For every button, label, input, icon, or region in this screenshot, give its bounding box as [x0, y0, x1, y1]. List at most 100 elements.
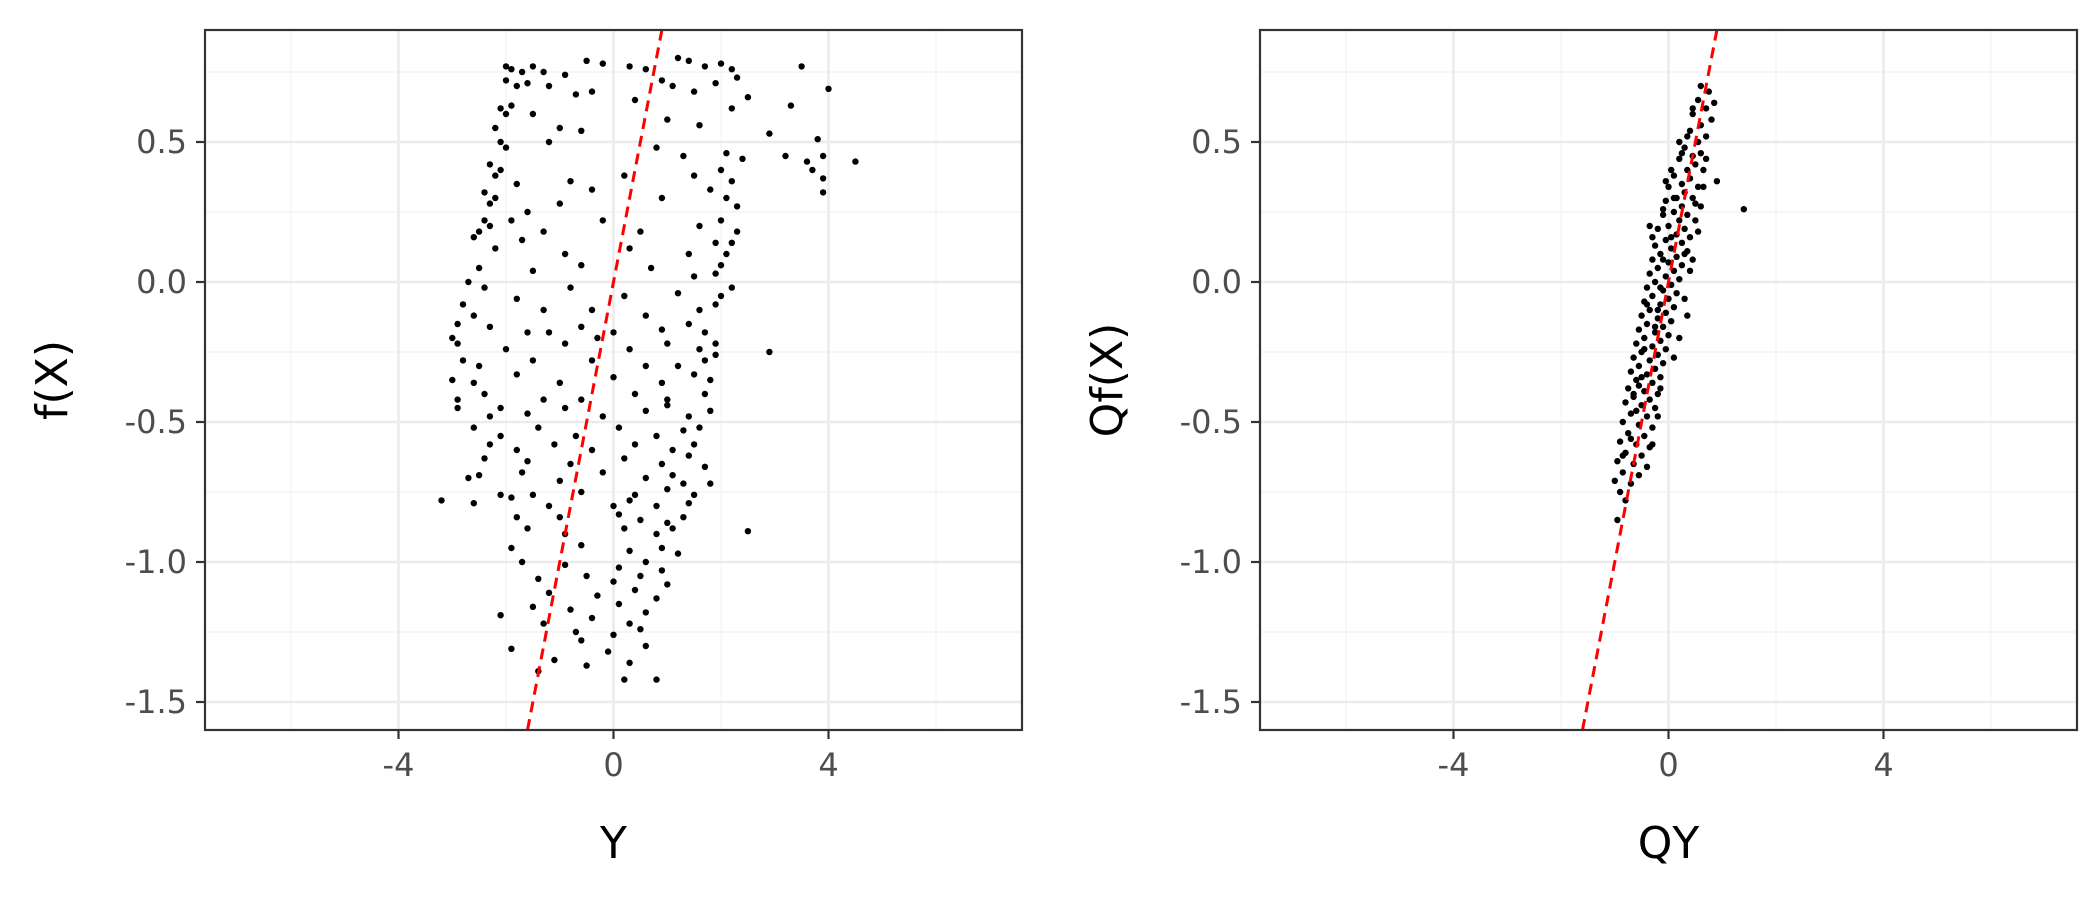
data-point: [621, 676, 628, 683]
data-point: [1616, 488, 1624, 496]
data-point: [465, 278, 472, 286]
data-point: [733, 228, 741, 235]
data-point: [1662, 346, 1670, 353]
data-point: [578, 488, 585, 496]
data-point: [1708, 116, 1715, 123]
data-point: [1657, 385, 1664, 392]
data-point: [723, 150, 730, 157]
data-point: [1705, 88, 1713, 95]
data-point: [454, 396, 461, 403]
data-point: [561, 71, 569, 79]
data-point: [1689, 256, 1696, 263]
data-point: [1676, 155, 1683, 162]
data-point: [610, 502, 617, 510]
data-point: [696, 346, 703, 353]
data-point: [642, 407, 649, 414]
data-point: [588, 88, 596, 95]
data-point: [1646, 270, 1653, 277]
data-point: [1670, 194, 1678, 202]
data-point: [1643, 413, 1651, 420]
data-point: [1684, 312, 1691, 319]
data-point: [599, 60, 606, 67]
data-point: [1700, 183, 1707, 190]
data-point: [647, 264, 655, 272]
data-point: [642, 312, 649, 319]
data-point: [1662, 197, 1670, 204]
data-point: [1635, 326, 1643, 333]
data-point: [615, 564, 623, 571]
data-point: [502, 346, 510, 353]
data-point: [470, 312, 477, 319]
y-tick-label: -1.0: [1180, 543, 1242, 581]
data-point: [744, 528, 752, 535]
data-point: [540, 620, 547, 627]
data-point: [588, 357, 596, 364]
data-point: [518, 68, 526, 76]
data-point: [1665, 183, 1672, 190]
data-point: [631, 441, 639, 448]
data-point: [572, 628, 580, 636]
data-point: [1627, 435, 1635, 442]
data-point: [707, 480, 714, 487]
data-point: [664, 116, 671, 123]
data-point: [1678, 150, 1686, 157]
data-point: [696, 222, 703, 230]
data-point: [1684, 211, 1691, 218]
data-point: [669, 82, 676, 90]
data-point: [578, 323, 585, 330]
data-point: [637, 228, 644, 235]
data-point: [1670, 172, 1678, 179]
data-point: [1649, 256, 1656, 263]
data-point: [626, 346, 633, 353]
data-point: [664, 519, 671, 526]
x-tick-label: -4: [1438, 746, 1470, 784]
data-point: [594, 334, 601, 342]
data-point: [529, 603, 537, 610]
data-point: [486, 200, 494, 207]
data-point: [1616, 438, 1624, 445]
data-point: [615, 511, 623, 518]
data-point: [1649, 379, 1656, 386]
data-point: [465, 474, 472, 482]
data-point: [1633, 340, 1640, 347]
x-tick-label: 4: [818, 746, 838, 784]
data-point: [567, 178, 574, 185]
data-point: [1646, 357, 1653, 364]
data-point: [690, 273, 698, 280]
data-point: [599, 413, 606, 420]
data-point: [1681, 295, 1688, 302]
x-tick-label: 0: [603, 746, 623, 784]
data-point: [513, 295, 520, 302]
data-point: [567, 460, 574, 468]
data-point: [717, 166, 725, 174]
data-point: [513, 371, 520, 378]
data-point: [1633, 376, 1640, 384]
data-point: [717, 262, 725, 269]
data-point: [1657, 250, 1664, 258]
data-point: [588, 614, 596, 622]
data-point: [578, 542, 585, 549]
data-point: [497, 491, 504, 498]
y-tick-label: -0.5: [125, 403, 187, 441]
data-point: [664, 396, 671, 403]
y-axis-title: Qf(X): [1082, 323, 1133, 438]
y-tick-label: -1.5: [125, 683, 187, 721]
data-point: [1659, 256, 1667, 263]
y-tick-label: 0.5: [1191, 123, 1242, 161]
data-point: [1668, 318, 1675, 325]
data-point: [502, 63, 510, 70]
data-point: [787, 102, 795, 109]
data-point: [1662, 178, 1670, 185]
data-point: [545, 589, 553, 596]
data-point: [1635, 362, 1643, 370]
data-point: [701, 390, 709, 398]
data-point: [1638, 374, 1645, 381]
data-point: [674, 362, 682, 370]
data-point: [680, 514, 687, 521]
data-point: [680, 427, 687, 434]
data-point: [712, 301, 719, 308]
data-point: [728, 66, 735, 73]
reference-line: [526, 29, 664, 731]
data-point: [1681, 250, 1688, 258]
data-point: [685, 452, 692, 459]
